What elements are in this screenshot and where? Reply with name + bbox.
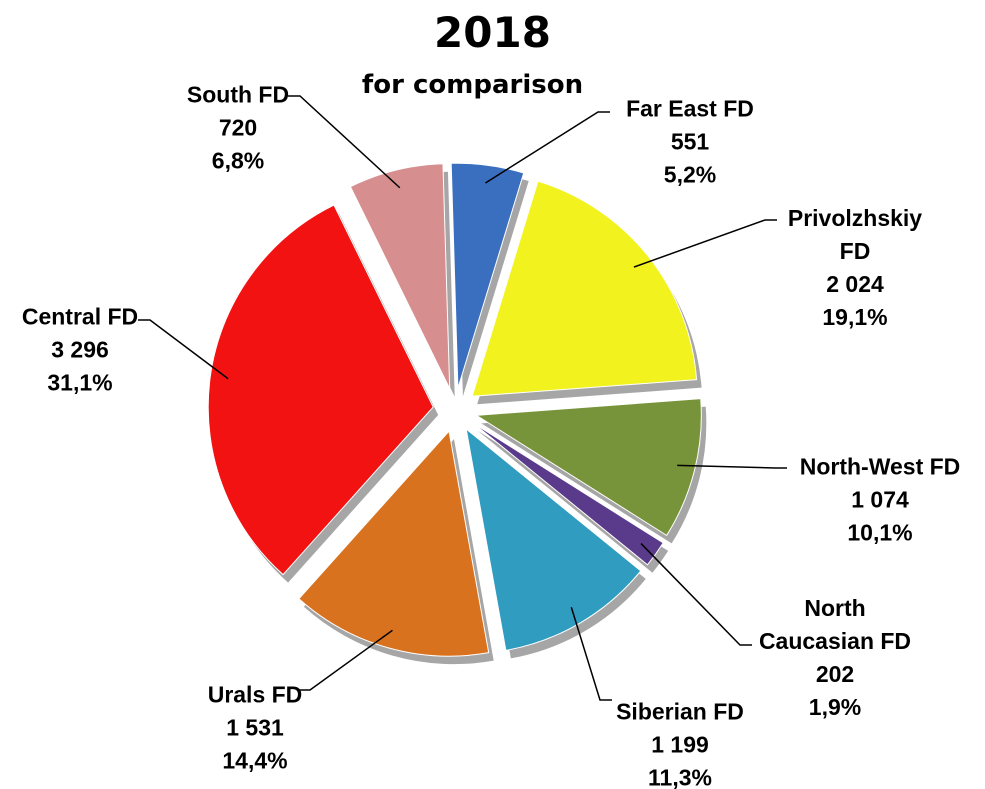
leader-line [138,319,229,380]
slice [207,204,434,576]
slice-label: Siberian FD 1 199 11,3% [570,696,790,789]
value-label: 1 074 [851,486,909,513]
slice-label: Far East FD 551 5,2% [580,93,800,192]
category-label: Far East FD [626,95,754,122]
slice [465,427,642,652]
value-label: 3 296 [51,336,109,363]
leader-line [570,607,612,701]
slice-label: Central FD 3 296 31,1% [0,301,190,400]
slice [471,180,698,397]
slice-label: North Caucasian FD 202 1,9% [753,592,918,724]
percentage-label: 6,8% [211,147,265,174]
category-label: Privolzhskiy FD [787,205,923,264]
category-label: South FD [186,81,290,108]
category-label: Urals FD [207,681,303,708]
percentage-label: 19,1% [822,304,888,330]
percentage-label: 10,1% [847,519,913,546]
leader-line [633,219,777,268]
percentage-label: 31,1% [47,369,113,396]
value-label: 1 531 [226,714,284,741]
slice [450,162,525,389]
slice [472,422,664,566]
chart-title: 2018 [434,8,551,57]
slice [474,398,702,537]
leader-line [485,111,610,184]
slice-label: South FD 720 6,8% [128,79,348,178]
slice-label: Urals FD 1 531 14,4% [145,679,365,778]
leader-line [677,464,787,469]
value-label: 720 [218,114,258,141]
value-label: 551 [670,128,710,155]
chart-subtitle: for comparison [361,70,584,100]
percentage-label: 1,9% [808,694,862,720]
category-label: North-West FD [799,453,961,480]
value-label: 2 024 [826,271,884,297]
value-label: 202 [815,661,855,687]
leader-line [298,629,393,691]
category-label: North Caucasian FD [758,595,912,654]
leader-line [640,543,752,646]
slice-label: Privolzhskiy FD 2 024 19,1% [785,202,925,334]
slice-label: North-West FD 1 074 10,1% [770,451,985,550]
percentage-label: 14,4% [222,747,288,774]
slice [349,163,451,389]
category-label: Central FD [21,303,139,330]
category-label: Siberian FD [616,698,744,725]
percentage-label: 5,2% [663,161,717,188]
value-label: 1 199 [651,731,709,758]
leader-line [288,95,401,189]
percentage-label: 11,3% [648,764,712,789]
slice [298,430,490,657]
